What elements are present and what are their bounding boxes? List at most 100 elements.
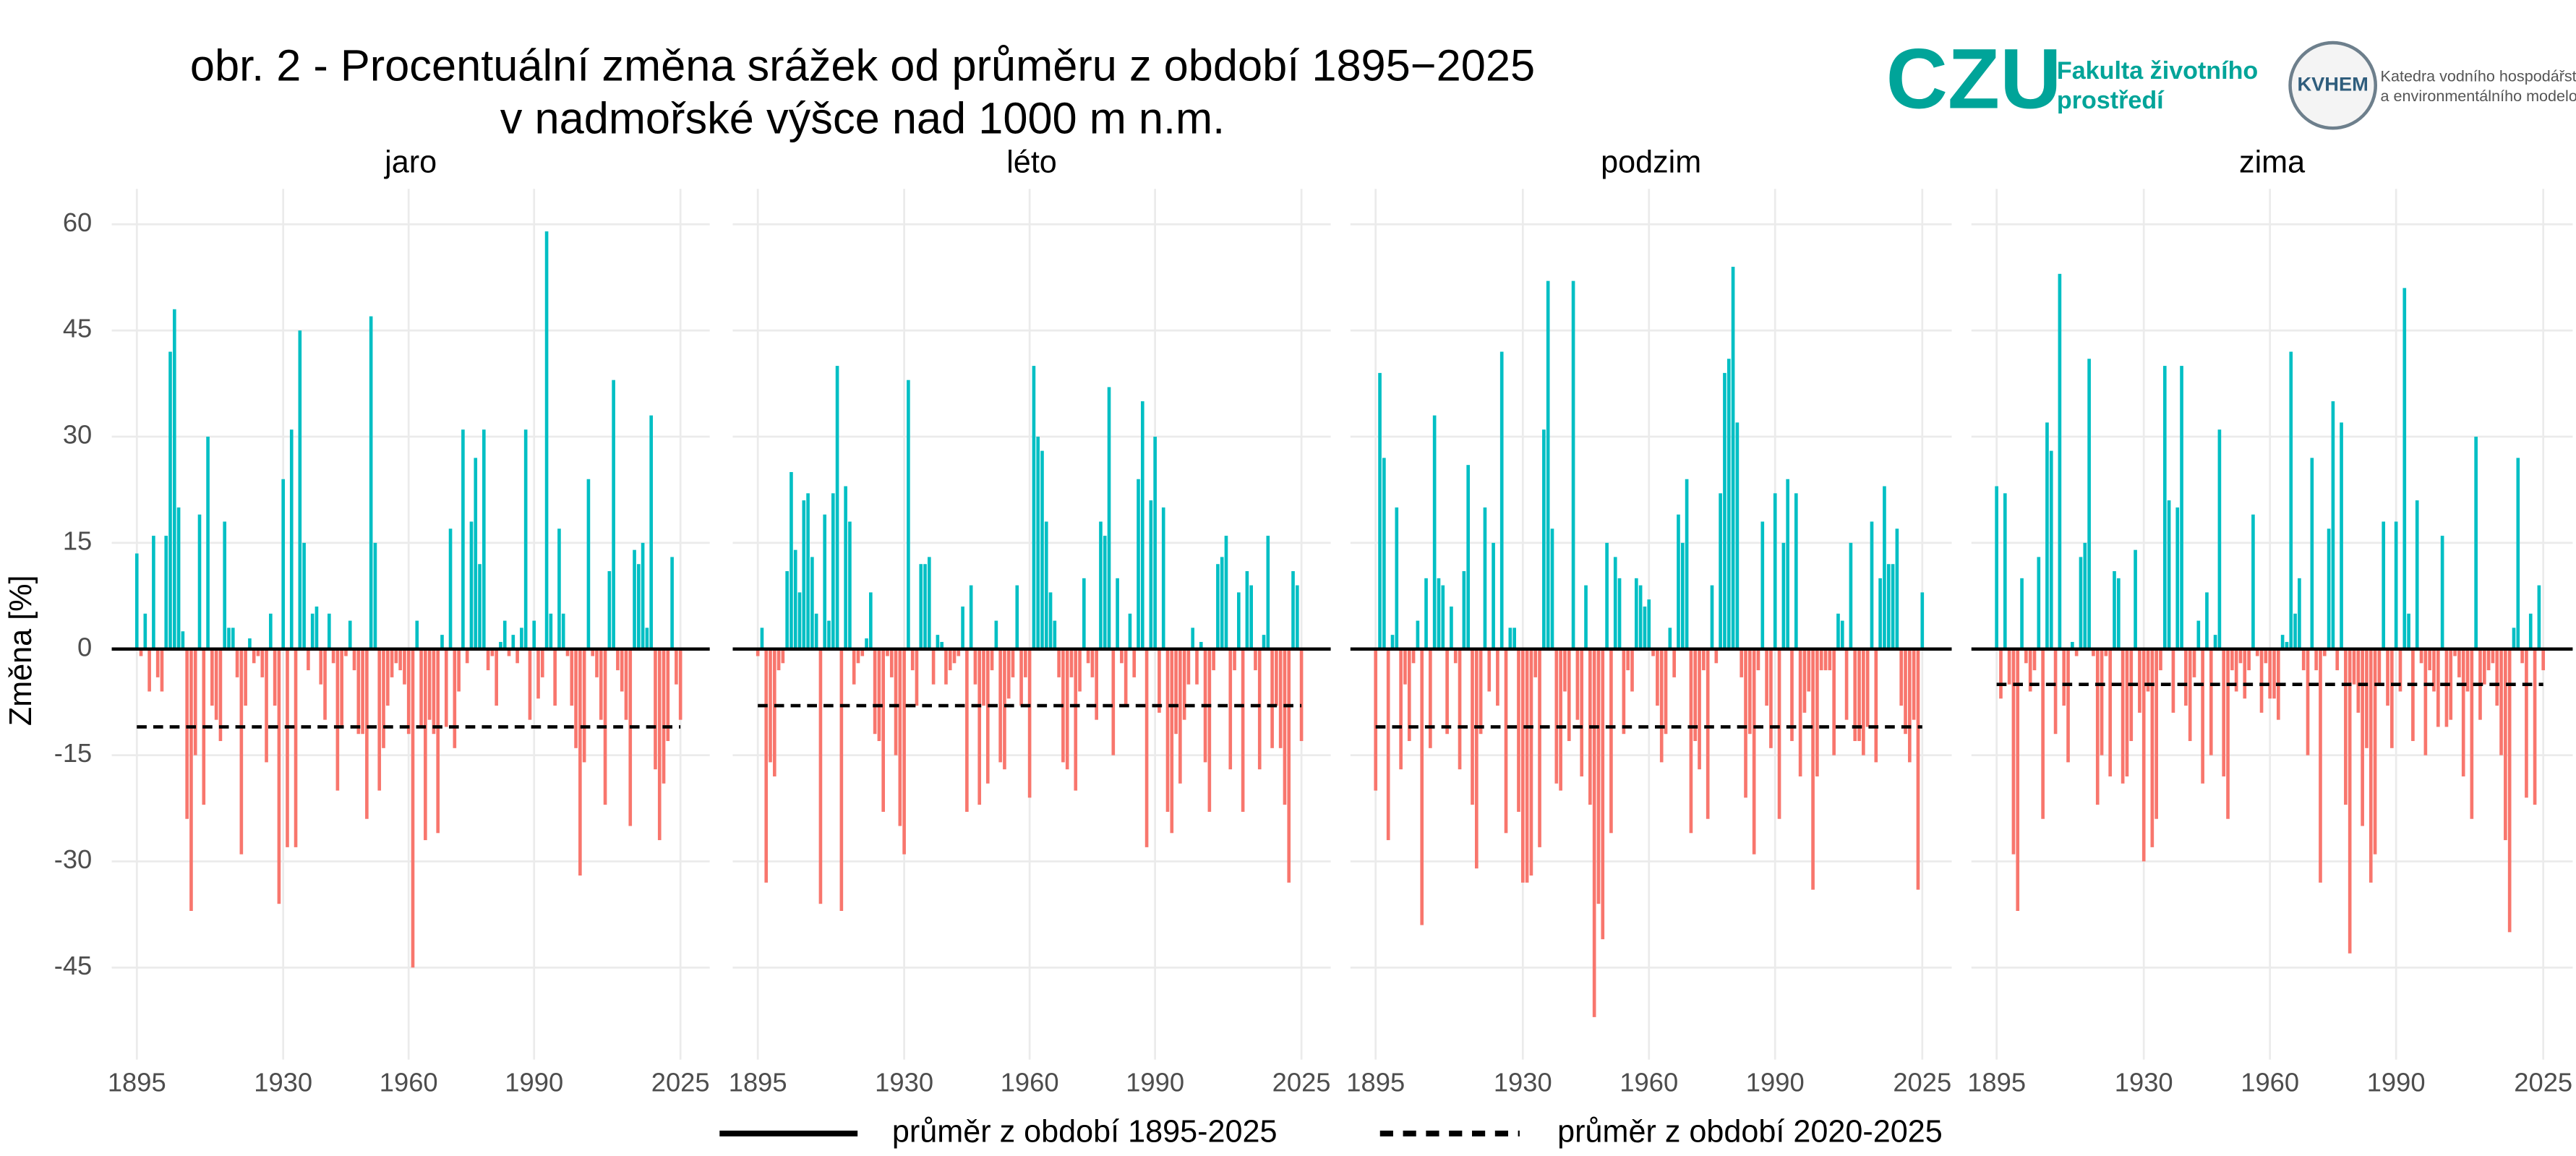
bar [1689, 648, 1693, 834]
bar [382, 648, 385, 748]
bar [1567, 648, 1571, 742]
bar [2234, 648, 2238, 692]
bar [1677, 514, 1680, 649]
bar [1474, 648, 1479, 869]
bar [1065, 648, 1069, 770]
bar [2516, 458, 2520, 649]
bar [806, 493, 810, 649]
bar [1740, 648, 1744, 677]
bar [1819, 648, 1823, 671]
bar [1710, 585, 1714, 649]
bar [2449, 648, 2453, 720]
y-tick-label: 45 [63, 314, 92, 343]
bar [314, 606, 319, 649]
bar [1120, 648, 1124, 664]
bar [1601, 648, 1605, 940]
bar [1220, 557, 1224, 649]
bar [1529, 648, 1533, 876]
bar [2348, 648, 2352, 954]
bar [814, 613, 818, 649]
bar [1424, 578, 1428, 649]
bar [561, 613, 565, 649]
bar [2100, 648, 2104, 755]
bar [1571, 281, 1575, 649]
bar [1090, 648, 1095, 677]
bar [1874, 648, 1878, 763]
x-tick-label: 1960 [1001, 1067, 1059, 1097]
bar [1798, 648, 1802, 776]
bar [1999, 648, 2003, 699]
bar [2125, 648, 2129, 776]
bar [818, 648, 823, 904]
bar [453, 648, 457, 748]
y-tick-label: 30 [63, 420, 92, 450]
bar [415, 620, 419, 649]
bar [1416, 620, 1420, 649]
bar [654, 648, 657, 770]
bar [1432, 415, 1437, 649]
bar [298, 330, 302, 649]
bar [1609, 648, 1613, 834]
bar [1904, 648, 1907, 735]
bar [2255, 648, 2259, 656]
bar [1466, 465, 1471, 649]
bar [1024, 648, 1027, 677]
bar [2104, 648, 2108, 656]
bar [1613, 557, 1617, 649]
bar [2243, 648, 2247, 699]
bar [490, 648, 495, 656]
bar [898, 648, 902, 826]
bar [1254, 648, 1257, 671]
bar [2507, 648, 2512, 933]
bar [244, 648, 247, 706]
bar [2188, 648, 2192, 742]
bar [2327, 528, 2331, 649]
bar [2411, 648, 2415, 742]
bar [1191, 628, 1195, 649]
bar [1450, 606, 1453, 649]
bar [2226, 648, 2230, 819]
bar [1057, 648, 1061, 677]
bar [785, 571, 789, 649]
bar [1479, 648, 1483, 735]
bar [1765, 648, 1768, 706]
bar [528, 648, 532, 720]
bar [520, 628, 523, 649]
bar [474, 458, 478, 649]
bar [248, 638, 252, 649]
bar [210, 648, 214, 706]
bar [189, 648, 193, 912]
bar [1403, 648, 1407, 685]
bar [1794, 493, 1798, 649]
bar [223, 521, 227, 649]
bar [1769, 648, 1773, 748]
bar [1849, 542, 1853, 649]
bar [928, 557, 931, 649]
y-tick-label: -45 [54, 951, 93, 980]
bar [877, 648, 881, 742]
bar [1270, 648, 1274, 748]
bar [356, 648, 361, 735]
bar [2171, 648, 2175, 713]
bar [424, 648, 427, 841]
bar [994, 620, 998, 649]
bar [1378, 372, 1382, 649]
bar [1832, 648, 1836, 755]
bar [2301, 648, 2306, 671]
x-tick-label: 1960 [2241, 1067, 2299, 1097]
legend-label: průměr z období 2020-2025 [1557, 1114, 1943, 1149]
bar [2428, 648, 2432, 671]
bar [756, 648, 760, 656]
bar [319, 648, 323, 685]
bar [1458, 648, 1462, 770]
bar [2525, 648, 2528, 798]
panel-title: jaro [383, 145, 437, 180]
bar [848, 521, 852, 649]
bar [448, 528, 453, 649]
bar [331, 648, 335, 664]
bar [1212, 648, 1215, 671]
bar [965, 648, 969, 812]
bar [523, 429, 528, 649]
bar [361, 648, 364, 735]
bar [2499, 648, 2503, 755]
